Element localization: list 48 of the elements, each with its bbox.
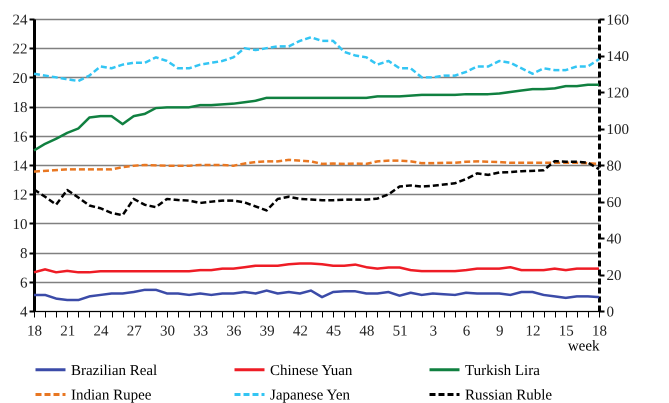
line-series — [32, 262, 600, 274]
line-series — [32, 83, 600, 152]
y-tick-label: 22 — [12, 42, 28, 58]
x-tick-label: 12 — [526, 324, 541, 340]
x-tick-label: 18 — [592, 324, 607, 340]
legend-label: Chinese Yuan — [270, 362, 353, 379]
x-tick-label: 24 — [93, 324, 109, 340]
y2-tick-label: 80 — [606, 158, 622, 174]
x-tick-label: 48 — [359, 324, 374, 340]
x-tick-label: 51 — [392, 324, 408, 340]
legend-label: Russian Ruble — [465, 388, 552, 403]
legend-label: Turkish Lira — [465, 362, 540, 379]
y-tick-label: 24 — [12, 12, 28, 28]
x-tick-label: 39 — [260, 324, 275, 340]
x-axis-title: week — [568, 338, 600, 354]
x-tick-label: 33 — [193, 324, 208, 340]
x-tick-label: 30 — [160, 324, 175, 340]
legend-label: Japanese Yen — [270, 388, 350, 403]
y-tick-label: 6 — [20, 275, 28, 292]
y2-tick-label: 120 — [606, 86, 629, 102]
y-tick-label: 12 — [12, 188, 28, 204]
y-tick-label: 18 — [12, 100, 28, 116]
y-tick-label: 16 — [12, 129, 28, 146]
x-tick-label: 27 — [126, 324, 142, 340]
y2-tick-label: 60 — [606, 195, 622, 211]
y-tick-label: 14 — [12, 158, 28, 174]
y2-tick-label: 0 — [606, 304, 614, 320]
y2-tick-label: 140 — [606, 49, 629, 65]
x-tick-label: 36 — [226, 324, 242, 340]
x-tick-label: 21 — [60, 324, 76, 340]
line-series — [32, 288, 600, 302]
x-tick-label: 3 — [430, 324, 438, 340]
legend-label: Brazilian Real — [71, 362, 158, 379]
legend-label: Indian Rupee — [71, 388, 152, 403]
x-tick-label: 9 — [496, 324, 504, 340]
y-tick-label: 4 — [20, 304, 28, 320]
y2-tick-label: 100 — [606, 122, 629, 138]
y2-tick-label: 20 — [606, 268, 622, 284]
y-tick-label: 8 — [20, 246, 28, 262]
y-tick-label: 10 — [12, 216, 28, 233]
x-tick-label: 6 — [462, 324, 471, 340]
x-tick-label: 15 — [558, 324, 574, 340]
x-tick-label: 45 — [326, 324, 342, 340]
line-series — [32, 36, 600, 82]
y2-tick-label: 40 — [606, 232, 622, 248]
y-tick-label: 20 — [12, 70, 28, 87]
y2-tick-label: 160 — [606, 12, 629, 28]
x-tick-label: 42 — [292, 324, 308, 340]
